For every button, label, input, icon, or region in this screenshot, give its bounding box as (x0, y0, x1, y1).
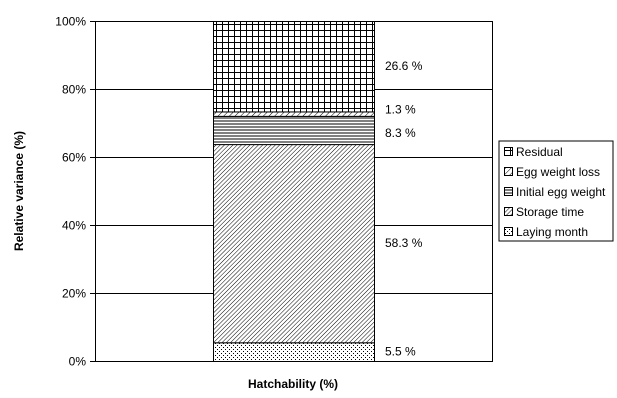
y-axis: 0% 20% 40% 60% 80% 100% (55, 15, 95, 369)
legend-label-laying-month: Laying month (516, 225, 588, 239)
bar-segment-laying-month (213, 342, 375, 362)
y-tick-label: 60% (62, 151, 86, 165)
legend-label-initial-egg-weight: Initial egg weight (516, 185, 606, 199)
bar-segment-egg-weight-loss (213, 111, 375, 117)
legend-label-egg-weight-loss: Egg weight loss (516, 165, 600, 179)
y-tick-label: 40% (62, 219, 86, 233)
legend-box (498, 140, 614, 242)
y-tick-label: 100% (55, 15, 86, 29)
legend-swatch-storage-time (504, 207, 513, 216)
y-tick-label: 0% (69, 355, 87, 369)
data-labels: 5.5 % 58.3 % 8.3 % 1.3 % 26.6 % (385, 59, 423, 358)
bar-segment-initial-egg-weight (213, 115, 375, 146)
legend-swatch-residual (504, 147, 513, 156)
legend-swatch-initial-egg-weight (504, 187, 513, 196)
bar-segment-residual (213, 21, 375, 113)
stacked-bar (213, 21, 375, 362)
legend-label-storage-time: Storage time (516, 205, 584, 219)
x-axis-title: Hatchability (%) (248, 377, 338, 391)
data-label-egg-weight-loss: 1.3 % (385, 103, 416, 117)
y-tick-label: 20% (62, 287, 86, 301)
data-label-laying-month: 5.5 % (385, 345, 416, 359)
legend: Residual Egg weight loss Initial egg weigh… (498, 140, 614, 242)
legend-swatch-laying-month (504, 227, 513, 236)
bar-segment-storage-time (213, 144, 375, 344)
y-axis-title: Relative variance (%) (12, 131, 26, 251)
y-tick-label: 80% (62, 83, 86, 97)
data-label-residual: 26.6 % (385, 59, 423, 73)
legend-label-residual: Residual (516, 145, 563, 159)
legend-swatch-egg-weight-loss (504, 167, 513, 176)
data-label-storage-time: 58.3 % (385, 236, 423, 250)
data-label-initial-egg-weight: 8.3 % (385, 126, 416, 140)
